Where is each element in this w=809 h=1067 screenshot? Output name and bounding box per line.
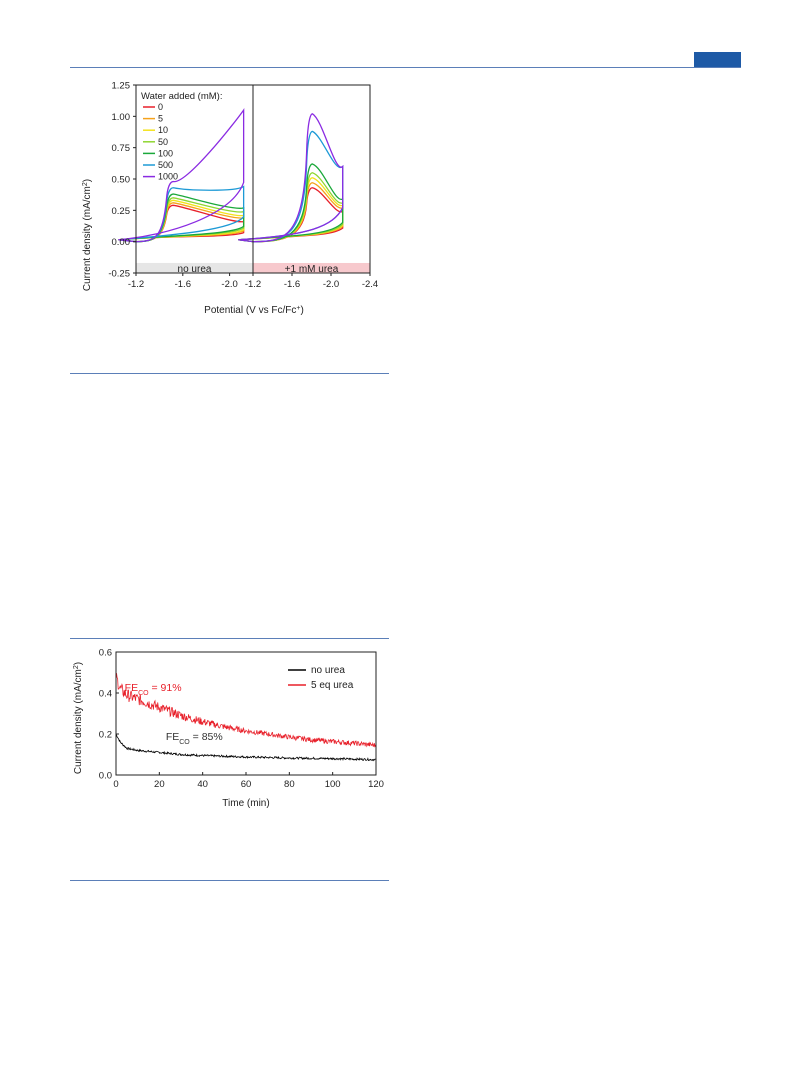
cv-curve-100 bbox=[238, 163, 344, 243]
panel-label: +1 mM urea bbox=[285, 264, 339, 275]
legend-label: 5 eq urea bbox=[311, 680, 354, 691]
y-tick-label: 0.75 bbox=[112, 143, 131, 154]
cv-xlabel: Potential (V vs Fc/Fc+) bbox=[204, 305, 304, 317]
x-tick-label: 0 bbox=[113, 779, 118, 790]
header-rule bbox=[70, 67, 741, 68]
cv-panel-urea: +1 mM urea bbox=[238, 113, 370, 275]
cv-curve-500 bbox=[238, 130, 344, 243]
cv-curve-1000 bbox=[238, 113, 344, 243]
ca-series bbox=[115, 673, 377, 762]
cv-axes: -1.2 -1.6 -2.0 -1.2 -1.6 -2.0 -2.4 -0.25 0.00 0.2… bbox=[108, 81, 378, 291]
ca-series-urea bbox=[115, 673, 377, 748]
x-tick-label: -1.2 bbox=[245, 279, 261, 290]
legend-label: 10 bbox=[158, 125, 168, 135]
fe-annotation: FECO = 85% bbox=[166, 731, 223, 746]
ca-series-no-urea bbox=[115, 733, 377, 762]
ca-xlabel: Time (min) bbox=[222, 798, 269, 809]
separator-rule bbox=[70, 880, 389, 881]
y-tick-label: 1.00 bbox=[112, 112, 131, 123]
separator-rule bbox=[70, 373, 389, 374]
x-tick-label: -2.0 bbox=[323, 279, 339, 290]
ca-ylabel: Current density (mA/cm2) bbox=[73, 662, 85, 774]
legend-label: 1000 bbox=[158, 172, 178, 182]
y-tick-label: -0.25 bbox=[108, 269, 130, 280]
legend-label: 50 bbox=[158, 137, 168, 147]
y-tick-label: 1.25 bbox=[112, 81, 131, 92]
x-tick-label: 40 bbox=[197, 779, 208, 790]
panel-label-band bbox=[253, 262, 370, 273]
x-tick-label: 120 bbox=[368, 779, 384, 790]
y-tick-label: 0.25 bbox=[112, 206, 131, 217]
ca-annotations: FECO = 91% FECO = 85% bbox=[125, 682, 223, 746]
cv-panel-frame bbox=[135, 84, 254, 274]
legend-label: 0 bbox=[158, 102, 163, 112]
legend-title: Water added (mM): bbox=[141, 91, 222, 102]
y-tick-label: 0.50 bbox=[112, 175, 131, 186]
panel-label: no urea bbox=[178, 264, 212, 275]
panel-label-band bbox=[136, 262, 253, 273]
x-tick-label: -1.6 bbox=[284, 279, 300, 290]
y-tick-label: 0.2 bbox=[99, 730, 112, 741]
y-tick-label: 0.4 bbox=[99, 689, 112, 700]
y-tick-label: 0.0 bbox=[99, 771, 112, 782]
legend-label: 5 bbox=[158, 114, 163, 124]
x-tick-label: 20 bbox=[154, 779, 165, 790]
ca-figure: 0 20 40 60 80 100 120 0.0 0.2 0.4 0.6 no urea 5 eq … bbox=[73, 648, 384, 810]
legend-label: 100 bbox=[158, 148, 173, 158]
ca-legend: no urea 5 eq urea bbox=[288, 665, 354, 691]
cv-curve-1000 bbox=[118, 108, 245, 243]
journal-tab bbox=[694, 52, 741, 67]
x-tick-label: 100 bbox=[325, 779, 341, 790]
cv-panel-frame bbox=[252, 84, 371, 274]
legend-label: no urea bbox=[311, 665, 345, 676]
x-tick-label: -1.2 bbox=[128, 279, 144, 290]
x-tick-label: -2.4 bbox=[362, 279, 378, 290]
x-tick-label: -1.6 bbox=[175, 279, 191, 290]
cv-panel-no-urea: no urea bbox=[118, 108, 253, 275]
legend-label: 500 bbox=[158, 160, 173, 170]
x-tick-label: 80 bbox=[284, 779, 295, 790]
cv-figure: no urea +1 mM urea -1.2 -1.6 -2.0 -1.2 -1.6-… bbox=[82, 81, 379, 317]
y-tick-label: 0.6 bbox=[99, 648, 112, 659]
cv-ylabel: Current density (mA/cm2) bbox=[82, 179, 94, 291]
x-tick-label: -2.0 bbox=[221, 279, 237, 290]
y-tick-label: 0.00 bbox=[112, 237, 131, 248]
separator-rule bbox=[70, 638, 389, 639]
ca-axes: 0 20 40 60 80 100 120 0.0 0.2 0.4 0.6 bbox=[99, 648, 384, 791]
fe-annotation: FECO = 91% bbox=[125, 682, 182, 697]
x-tick-label: 60 bbox=[241, 779, 252, 790]
